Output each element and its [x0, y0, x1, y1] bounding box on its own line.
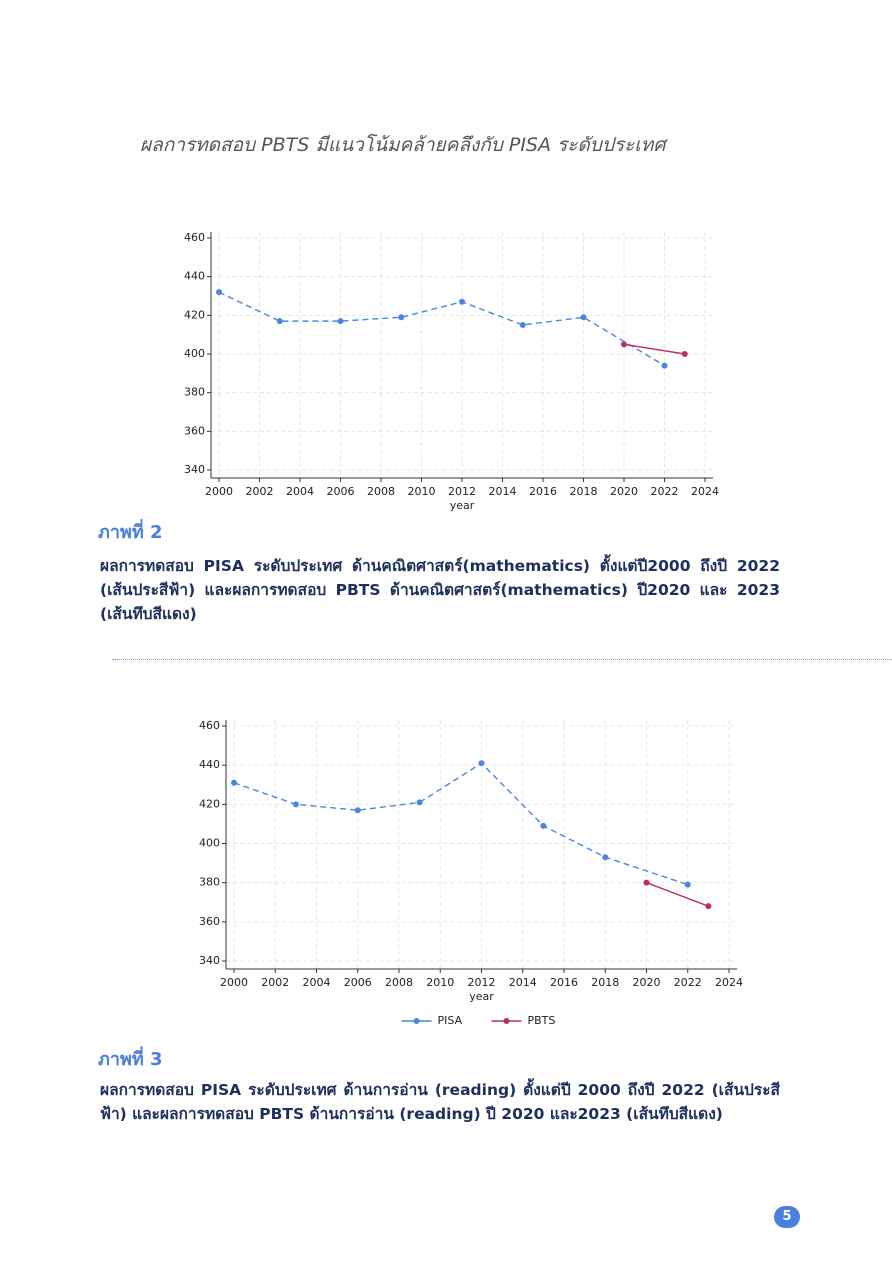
x-tick-label: 2006 — [344, 976, 372, 989]
data-point — [621, 341, 627, 348]
x-tick-label: 2008 — [367, 485, 395, 498]
y-tick-label: 460 — [184, 231, 205, 244]
x-tick-label: 2020 — [610, 485, 638, 498]
y-tick-label: 440 — [199, 758, 220, 771]
x-tick-label: 2000 — [220, 976, 248, 989]
data-point — [681, 351, 688, 357]
data-point — [231, 779, 237, 786]
data-point — [580, 314, 587, 321]
series-line — [233, 762, 688, 886]
y-tick-label: 400 — [184, 347, 205, 360]
x-tick-label: 2024 — [691, 485, 719, 498]
x-tick-label: 2024 — [715, 976, 743, 989]
data-point — [684, 881, 691, 888]
data-point — [459, 298, 465, 305]
data-point — [540, 822, 547, 829]
y-tick-label: 440 — [184, 270, 205, 283]
y-tick-label: 420 — [199, 797, 220, 810]
legend-label: PISA — [438, 1014, 463, 1027]
x-tick-label: 2020 — [633, 976, 661, 989]
y-tick-label: 380 — [199, 876, 220, 889]
y-tick-label: 420 — [184, 308, 205, 321]
divider — [112, 659, 892, 660]
x-axis-label: year — [469, 990, 494, 1003]
data-point — [705, 903, 712, 910]
x-tick-label: 2014 — [489, 485, 517, 498]
y-tick-label: 340 — [199, 954, 220, 967]
y-tick-label: 400 — [199, 837, 220, 850]
legend-marker — [413, 1018, 420, 1024]
figure-label: ภาพที่ 2 — [98, 522, 163, 543]
x-tick-label: 2016 — [529, 485, 557, 498]
legend-label: PBTS — [528, 1014, 556, 1027]
y-tick-label: 460 — [199, 719, 220, 732]
figure-label: ภาพที่ 3 — [98, 1049, 163, 1070]
x-tick-label: 2012 — [468, 976, 496, 989]
x-tick-label: 2010 — [426, 976, 454, 989]
x-tick-label: 2002 — [246, 485, 274, 498]
y-tick-label: 340 — [184, 463, 205, 476]
x-tick-label: 2022 — [674, 976, 702, 989]
data-point — [276, 318, 283, 325]
y-tick-label: 360 — [199, 915, 220, 928]
x-tick-label: 2006 — [327, 485, 355, 498]
x-tick-label: 2004 — [286, 485, 314, 498]
data-point — [354, 807, 361, 814]
x-tick-label: 2010 — [408, 485, 436, 498]
y-tick-label: 360 — [184, 424, 205, 437]
heading: ผลการทดสอบ PBTS มีแนวโน้มคล้ายคลึงกับ PI… — [140, 134, 666, 156]
x-tick-label: 2014 — [509, 976, 537, 989]
series-line — [218, 291, 665, 367]
data-point — [661, 362, 668, 369]
data-point — [216, 289, 222, 296]
data-point — [416, 799, 423, 806]
x-tick-label: 2016 — [550, 976, 578, 989]
x-tick-label: 2008 — [385, 976, 413, 989]
data-point — [602, 854, 609, 861]
data-point — [337, 318, 344, 325]
x-tick-label: 2012 — [448, 485, 476, 498]
data-point — [398, 314, 405, 321]
figure-caption: ผลการทดสอบ PISA ระดับประเทศ ด้านการอ่าน … — [100, 1081, 780, 1123]
x-tick-label: 2022 — [651, 485, 679, 498]
series-line — [623, 343, 685, 355]
data-point — [643, 879, 650, 886]
legend-marker — [503, 1018, 510, 1024]
y-tick-label: 380 — [184, 386, 205, 399]
x-tick-label: 2018 — [591, 976, 619, 989]
data-point — [519, 322, 526, 328]
series-line — [646, 882, 709, 907]
x-tick-label: 2002 — [261, 976, 289, 989]
x-tick-label: 2004 — [303, 976, 331, 989]
page-number: 5 — [774, 1206, 800, 1228]
data-point — [478, 760, 485, 767]
x-tick-label: 2000 — [205, 485, 233, 498]
x-tick-label: 2018 — [570, 485, 598, 498]
data-point — [292, 801, 299, 808]
x-axis-label: year — [450, 499, 475, 512]
figure-caption: ผลการทดสอบ PISA ระดับประเทศ ด้านคณิตศาสต… — [100, 557, 780, 623]
